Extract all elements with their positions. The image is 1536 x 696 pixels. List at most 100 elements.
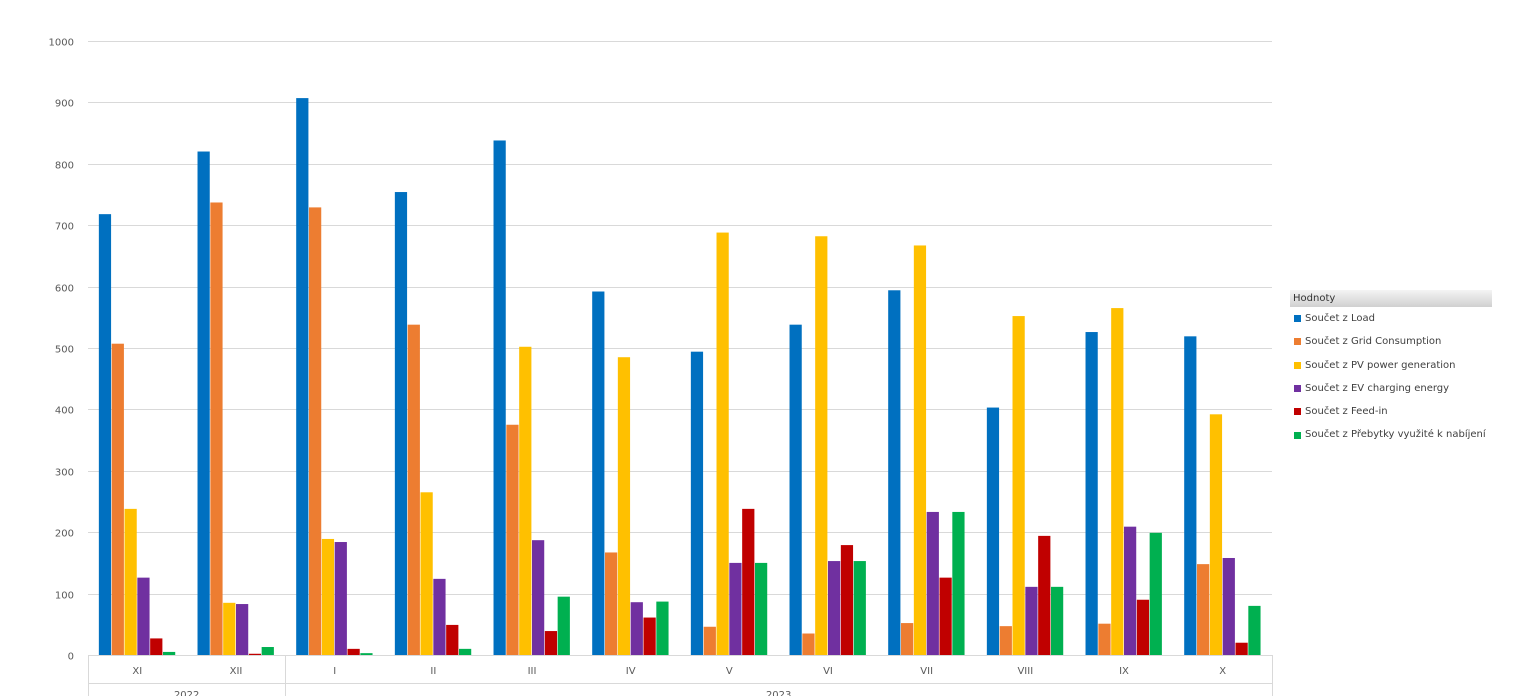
x-tick-label: IX	[1119, 666, 1129, 677]
x-tick-label: II	[430, 666, 436, 677]
bar-VII-series-6	[952, 511, 965, 655]
bar-XII-series-3	[223, 602, 236, 655]
bar-XII-series-5	[248, 653, 262, 655]
bar-III-series-5	[544, 631, 558, 655]
bar-VI-series-3	[815, 236, 828, 655]
bar-IV-series-1	[592, 291, 605, 655]
bar-III-series-4	[532, 540, 545, 655]
bar-VII-series-3	[913, 245, 927, 655]
legend: Hodnoty Součet z Load Součet z Grid Consu…	[1290, 290, 1492, 447]
bar-X-series-5	[1235, 642, 1248, 655]
bar-VIII-series-2	[999, 626, 1012, 655]
bar-VIII-series-4	[1025, 586, 1038, 655]
y-tick-label: 600	[55, 284, 74, 295]
bar-V-series-3	[716, 232, 729, 655]
bar-X-series-1	[1184, 336, 1197, 655]
x-tick-label: III	[528, 666, 537, 677]
y-tick-label: 800	[55, 161, 74, 172]
bar-XII-series-4	[236, 604, 249, 655]
x-tick-label: I	[333, 666, 336, 677]
bar-III-series-6	[557, 596, 570, 655]
y-tick-label: 400	[55, 406, 74, 417]
legend-label: Součet z Přebytky využité k nabíjení	[1305, 429, 1486, 441]
bar-VIII-series-6	[1050, 586, 1064, 655]
x-tick-label: V	[726, 666, 733, 677]
bar-I-series-1	[296, 98, 309, 656]
bar-IX-series-6	[1149, 532, 1162, 655]
bar-II-series-5	[446, 624, 459, 655]
legend-swatch	[1294, 315, 1301, 323]
x-group-label: 2022	[174, 690, 199, 696]
legend-label: Součet z Grid Consumption	[1305, 336, 1442, 348]
bar-II-series-6	[458, 648, 472, 655]
bar-III-series-2	[506, 424, 519, 655]
y-tick-label: 200	[55, 529, 74, 540]
x-tick-label: XI	[132, 666, 142, 677]
legend-label: Součet z PV power generation	[1305, 359, 1456, 371]
bar-V-series-4	[729, 562, 742, 655]
bar-II-series-3	[420, 492, 433, 655]
legend-swatch	[1294, 408, 1301, 416]
bar-VI-series-6	[853, 561, 866, 655]
x-tick-label: X	[1219, 666, 1226, 677]
bar-VII-series-5	[939, 577, 952, 655]
bar-IV-series-6	[656, 601, 669, 655]
y-tick-label: 100	[55, 591, 74, 602]
bar-I-series-2	[309, 207, 322, 655]
bar-III-series-3	[519, 346, 532, 655]
bar-V-series-5	[742, 508, 755, 655]
legend-swatch	[1294, 361, 1301, 369]
bar-XI-series-4	[137, 577, 150, 655]
bar-XI-series-2	[111, 343, 124, 655]
y-tick-label: 700	[55, 222, 74, 233]
legend-label: Součet z EV charging energy	[1305, 382, 1450, 394]
bar-XII-series-6	[261, 647, 274, 655]
legend-swatch	[1294, 338, 1301, 346]
legend-swatch	[1294, 431, 1301, 439]
x-group-label: 2023	[766, 690, 791, 696]
legend-item: Součet z EV charging energy	[1290, 377, 1492, 400]
legend-label: Součet z Feed-in	[1305, 406, 1388, 418]
bar-VIII-series-5	[1038, 535, 1051, 655]
bar-X-series-2	[1197, 564, 1210, 655]
bar-XI-series-6	[162, 651, 176, 655]
x-tick-label: VIII	[1017, 666, 1033, 677]
bar-IX-series-2	[1098, 623, 1111, 655]
x-tick-label: VII	[920, 666, 933, 677]
bar-XI-series-1	[98, 214, 112, 655]
bar-VI-series-1	[789, 324, 802, 655]
legend-label: Součet z Load	[1305, 313, 1375, 324]
legend-item: Součet z Přebytky využité k nabíjení	[1290, 423, 1492, 446]
bar-V-series-6	[754, 562, 768, 655]
bar-VI-series-4	[828, 561, 841, 655]
y-tick-label: 0	[68, 652, 74, 663]
x-tick-label: VI	[823, 666, 833, 677]
bar-X-series-4	[1222, 557, 1235, 655]
legend-item: Součet z Load	[1290, 307, 1492, 330]
bar-V-series-2	[703, 626, 716, 655]
bar-XI-series-5	[150, 638, 163, 655]
legend-item: Součet z Grid Consumption	[1290, 330, 1492, 353]
y-tick-label: 900	[55, 99, 74, 110]
bar-IV-series-2	[605, 552, 618, 655]
y-tick-label: 1000	[49, 38, 74, 49]
bar-IV-series-5	[643, 617, 656, 655]
legend-swatch	[1294, 385, 1301, 393]
bar-I-series-3	[321, 538, 335, 655]
x-tick-label: XII	[230, 666, 243, 677]
x-tick-label: IV	[626, 666, 636, 677]
bar-II-series-1	[394, 192, 408, 656]
legend-title: Hodnoty	[1290, 290, 1492, 307]
legend-item: Součet z PV power generation	[1290, 354, 1492, 377]
bar-VIII-series-1	[986, 407, 1000, 655]
bar-IV-series-4	[630, 602, 643, 655]
bar-II-series-2	[407, 324, 420, 655]
bar-III-series-1	[493, 140, 506, 656]
bar-VII-series-2	[901, 623, 914, 655]
bar-X-series-6	[1248, 605, 1261, 655]
bar-IX-series-1	[1085, 332, 1098, 655]
bar-VII-series-4	[926, 511, 939, 655]
bar-IX-series-4	[1124, 526, 1137, 655]
